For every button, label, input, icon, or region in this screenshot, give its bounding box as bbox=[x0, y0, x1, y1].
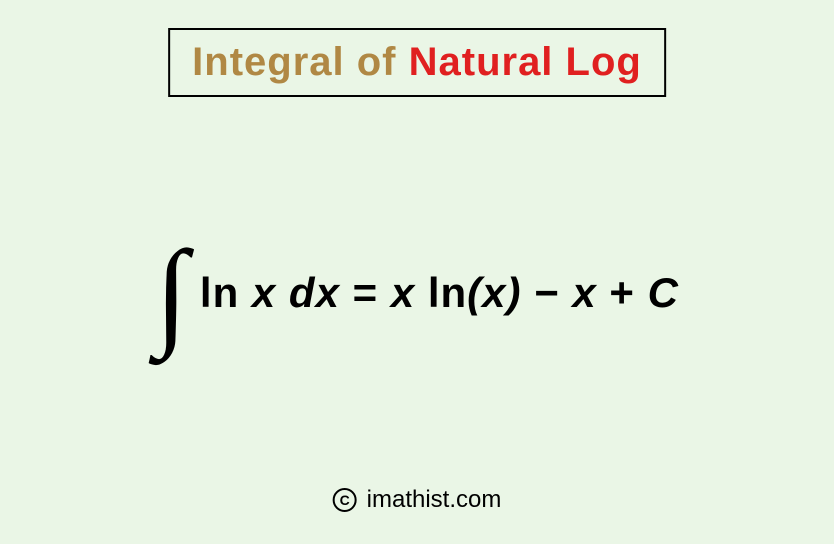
formula-paren-x: (x) bbox=[467, 269, 521, 316]
formula-x-rhs2: x bbox=[572, 269, 596, 316]
title-box: Integral of Natural Log bbox=[168, 28, 666, 97]
integral-sign-icon: ∫ bbox=[155, 245, 188, 341]
formula-ln-lhs: ln bbox=[200, 269, 239, 316]
formula-minus: − bbox=[522, 269, 573, 316]
formula-dx: dx bbox=[289, 269, 340, 316]
formula-x-rhs1: x bbox=[391, 269, 428, 316]
title-part2: Natural Log bbox=[409, 40, 642, 84]
footer: C imathist.com bbox=[333, 486, 502, 514]
formula-equals: = bbox=[340, 269, 391, 316]
formula-c: C bbox=[648, 269, 679, 316]
formula-x-lhs: x bbox=[239, 269, 289, 316]
formula-expression: ln x dx = x ln(x) − x + C bbox=[200, 269, 679, 317]
footer-site: imathist.com bbox=[367, 486, 502, 514]
formula-container: ∫ ln x dx = x ln(x) − x + C bbox=[155, 245, 679, 341]
copyright-symbol: C bbox=[340, 492, 350, 508]
title-part1: Integral of bbox=[192, 40, 408, 84]
formula-plus: + bbox=[597, 269, 648, 316]
copyright-icon: C bbox=[333, 488, 357, 512]
formula-ln-rhs: ln bbox=[428, 269, 467, 316]
